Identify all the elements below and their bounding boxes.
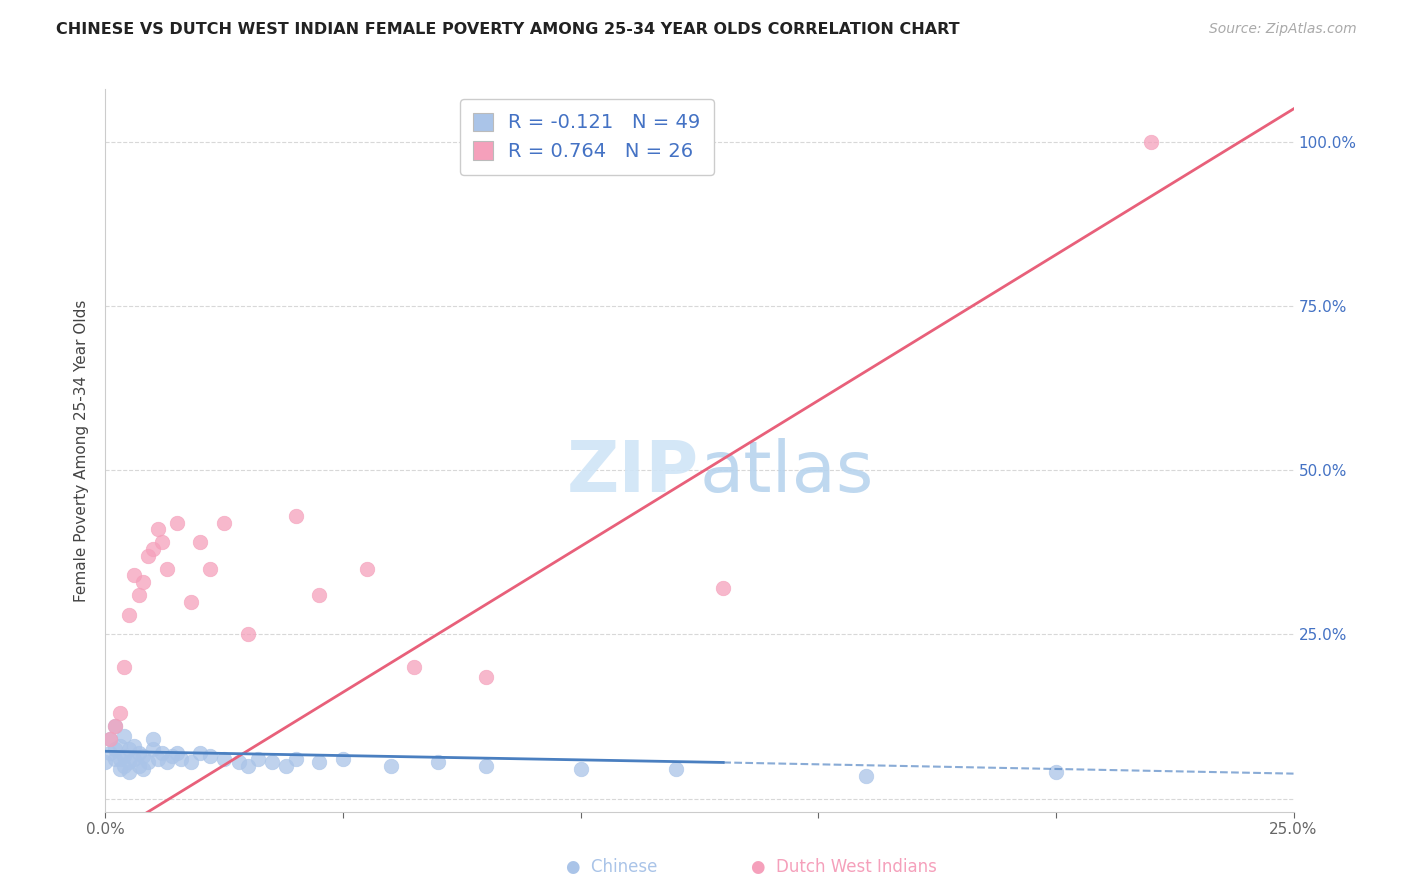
Point xyxy=(114,748,136,763)
Point xyxy=(118,765,141,780)
Point xyxy=(1045,765,1067,780)
Text: CHINESE VS DUTCH WEST INDIAN FEMALE POVERTY AMONG 25-34 YEAR OLDS CORRELATION CH: CHINESE VS DUTCH WEST INDIAN FEMALE POVE… xyxy=(56,22,960,37)
Point xyxy=(214,752,236,766)
Point xyxy=(274,758,297,772)
Point xyxy=(190,746,212,760)
Point xyxy=(104,719,127,733)
Y-axis label: Female Poverty Among 25-34 Year Olds: Female Poverty Among 25-34 Year Olds xyxy=(75,300,90,601)
Point xyxy=(236,627,259,641)
Legend: R = -0.121   N = 49, R = 0.764   N = 26: R = -0.121 N = 49, R = 0.764 N = 26 xyxy=(460,99,714,175)
Point xyxy=(118,607,141,622)
Point xyxy=(104,719,127,733)
Point xyxy=(104,752,127,766)
Point xyxy=(136,549,159,563)
Point xyxy=(711,582,734,596)
Point xyxy=(180,594,202,608)
Point xyxy=(198,562,221,576)
Point xyxy=(128,746,150,760)
Text: ZIP: ZIP xyxy=(567,438,700,507)
Point xyxy=(104,742,127,756)
Point xyxy=(284,752,307,766)
Text: Source: ZipAtlas.com: Source: ZipAtlas.com xyxy=(1209,22,1357,37)
Point xyxy=(146,752,169,766)
Point xyxy=(166,516,188,530)
Point xyxy=(94,756,117,770)
Point xyxy=(132,762,155,776)
Point xyxy=(474,758,496,772)
Point xyxy=(152,535,174,549)
Point xyxy=(156,756,179,770)
Point xyxy=(1140,135,1163,149)
Point xyxy=(122,752,145,766)
Point xyxy=(118,742,141,756)
Point xyxy=(380,758,402,772)
Text: ●  Dutch West Indians: ● Dutch West Indians xyxy=(751,858,936,876)
Point xyxy=(142,742,165,756)
Text: ●  Chinese: ● Chinese xyxy=(567,858,657,876)
Point xyxy=(308,588,330,602)
Point xyxy=(128,588,150,602)
Point xyxy=(665,762,688,776)
Point xyxy=(108,752,131,766)
Point xyxy=(122,739,145,753)
Point xyxy=(180,756,202,770)
Point xyxy=(114,729,136,743)
Point xyxy=(146,522,169,536)
Point xyxy=(356,562,378,576)
Point xyxy=(190,535,212,549)
Point xyxy=(170,752,193,766)
Text: atlas: atlas xyxy=(700,438,875,507)
Point xyxy=(569,762,592,776)
Point xyxy=(98,746,121,760)
Point xyxy=(118,756,141,770)
Point xyxy=(228,756,250,770)
Point xyxy=(284,509,307,524)
Point xyxy=(160,748,183,763)
Point xyxy=(246,752,269,766)
Point xyxy=(98,732,121,747)
Point xyxy=(156,562,179,576)
Point xyxy=(855,768,877,783)
Point xyxy=(114,758,136,772)
Point xyxy=(142,732,165,747)
Point xyxy=(474,670,496,684)
Point xyxy=(332,752,354,766)
Point xyxy=(142,541,165,556)
Point xyxy=(98,732,121,747)
Point xyxy=(260,756,283,770)
Point xyxy=(152,746,174,760)
Point xyxy=(166,746,188,760)
Point xyxy=(128,758,150,772)
Point xyxy=(214,516,236,530)
Point xyxy=(132,574,155,589)
Point xyxy=(404,660,426,674)
Point xyxy=(308,756,330,770)
Point xyxy=(108,706,131,721)
Point xyxy=(108,739,131,753)
Point xyxy=(132,748,155,763)
Point xyxy=(427,756,450,770)
Point xyxy=(198,748,221,763)
Point xyxy=(236,758,259,772)
Point xyxy=(136,756,159,770)
Point xyxy=(122,568,145,582)
Point xyxy=(108,762,131,776)
Point xyxy=(114,660,136,674)
